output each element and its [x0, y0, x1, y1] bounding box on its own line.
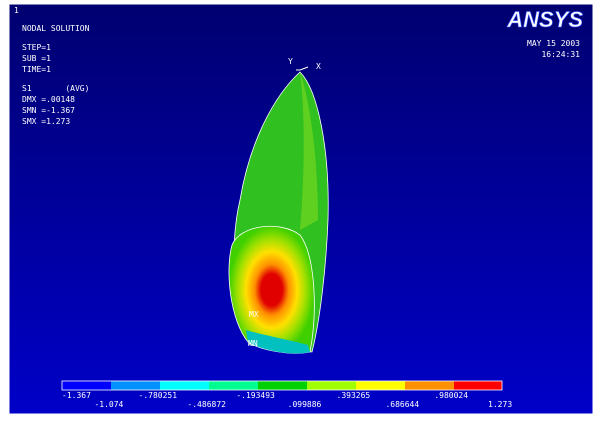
triad-y: Y — [288, 57, 293, 66]
legend-label: -.486872 — [187, 400, 226, 409]
legend-swatch — [160, 381, 209, 390]
legend-label: -.193493 — [236, 391, 275, 400]
legend-label: .980024 — [434, 391, 468, 400]
legend-swatch — [111, 381, 160, 390]
legend-swatch — [62, 381, 111, 390]
legend-swatch — [209, 381, 258, 390]
legend-label: .393265 — [337, 391, 371, 400]
info-line: DMX =.00148 — [22, 95, 75, 104]
legend-label: 1.273 — [488, 400, 512, 409]
legend-label: .686644 — [385, 400, 419, 409]
max-marker: MX — [249, 310, 259, 319]
legend-label: -1.074 — [94, 400, 123, 409]
info-line: SUB =1 — [22, 54, 51, 63]
legend-label: -.780251 — [139, 391, 178, 400]
triad-x: X — [316, 62, 321, 71]
legend-label: .099886 — [288, 400, 322, 409]
info-line: SMX =1.273 — [22, 117, 70, 126]
info-line: SMN =-1.367 — [22, 106, 75, 115]
logo: ANSYS — [506, 7, 583, 32]
legend-swatch — [454, 381, 502, 390]
min-marker: MN — [248, 339, 258, 348]
legend-bar — [62, 381, 502, 390]
legend-swatch — [258, 381, 307, 390]
date: MAY 15 2003 — [527, 39, 580, 48]
legend-swatch — [405, 381, 454, 390]
legend-swatch — [307, 381, 356, 390]
window-number: 1 — [14, 6, 19, 15]
info-line: STEP=1 — [22, 43, 51, 52]
time: 16:24:31 — [541, 50, 580, 59]
info-line: TIME=1 — [22, 65, 51, 74]
legend-label: -1.367 — [62, 391, 91, 400]
legend-swatch — [356, 381, 405, 390]
ansys-window: 1 NODAL SOLUTION STEP=1 SUB =1 TIME=1 S1… — [0, 0, 602, 425]
plot-title: NODAL SOLUTION — [22, 24, 90, 33]
info-line: S1 (AVG) — [22, 84, 89, 93]
